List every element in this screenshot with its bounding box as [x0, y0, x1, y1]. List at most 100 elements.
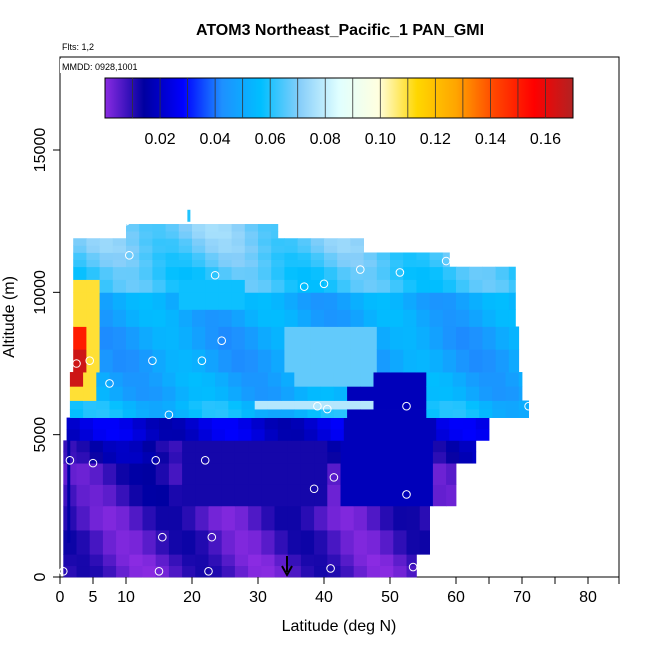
heatmap-cell	[347, 372, 361, 387]
heatmap-cell	[205, 259, 219, 268]
heatmap-cell	[376, 252, 391, 260]
heatmap-cell	[419, 440, 434, 453]
heatmap-cell	[86, 292, 100, 310]
y-axis-label: Altitude (m)	[1, 276, 18, 358]
data-point	[402, 490, 411, 499]
heatmap-cell	[139, 231, 153, 239]
heatmap-cell	[205, 245, 219, 253]
heatmap-cell	[251, 428, 265, 441]
data-point	[210, 270, 220, 280]
heatmap-cell	[287, 554, 302, 567]
heatmap-cell	[416, 279, 430, 293]
heatmap-cell	[518, 372, 523, 387]
heatmap-cell	[436, 428, 450, 441]
heatmap-cell	[116, 554, 130, 567]
heatmap-cell	[271, 326, 285, 350]
heatmap-cell	[182, 451, 196, 464]
heatmap-cell	[238, 428, 252, 441]
heatmap-cell	[281, 400, 295, 410]
heatmap-cell	[469, 279, 483, 293]
heatmap-cell	[406, 565, 417, 578]
heatmap-cell	[300, 463, 315, 485]
heatmap-cell	[396, 417, 411, 430]
y-tick-label: 10000	[32, 270, 49, 315]
heatmap-cell	[390, 326, 404, 350]
heatmap-cell	[182, 463, 196, 485]
heatmap-cell	[218, 252, 232, 260]
heatmap-cell	[442, 259, 450, 268]
heatmap-cell	[271, 231, 279, 239]
heatmap-cell	[314, 440, 328, 453]
heatmap-cell	[205, 309, 219, 327]
heatmap-cell	[366, 565, 381, 578]
heatmap-cell	[195, 440, 209, 453]
x-tick-label: 20	[183, 589, 201, 606]
heatmap-cell	[139, 245, 153, 253]
heatmap-cell	[89, 530, 104, 555]
colorbar-ticks: 0.02 0.04 0.06 0.08 0.10 0.12 0.14 0.16	[132, 78, 561, 148]
heatmap-cell	[218, 259, 232, 268]
heatmap-cell	[178, 224, 193, 232]
data-point	[88, 458, 98, 468]
heatmap-cell	[363, 259, 378, 268]
heatmap-cell	[492, 409, 506, 418]
heatmap-cell	[317, 428, 331, 441]
heatmap-cell	[248, 565, 262, 578]
heatmap-cell	[376, 309, 391, 327]
heatmap-cell	[475, 417, 490, 430]
heatmap-cell	[297, 245, 312, 253]
heatmap-cell	[168, 463, 183, 485]
heatmap-cell	[149, 409, 163, 418]
heatmap-cell	[363, 349, 378, 373]
heatmap-cell	[456, 279, 470, 293]
heatmap-cell	[152, 279, 166, 293]
heatmap-cell	[360, 372, 374, 387]
heatmap-cell	[294, 409, 308, 418]
heatmap-cell	[482, 279, 496, 293]
heatmap-cell	[86, 266, 100, 280]
heatmap-cell	[324, 309, 338, 327]
heatmap-cell	[234, 484, 249, 507]
heatmap-cell	[178, 292, 193, 310]
heatmap-cell	[251, 417, 265, 430]
heatmap-cell	[195, 463, 209, 485]
heatmap-cell	[178, 231, 193, 239]
heatmap-cell	[135, 400, 150, 410]
heatmap-cell	[149, 400, 163, 410]
data-point	[164, 410, 174, 420]
heatmap-cell	[297, 309, 312, 327]
heatmap-cell	[324, 245, 338, 253]
heatmap-cell	[508, 349, 520, 373]
heatmap-cell	[96, 409, 110, 418]
heatmap-cell	[192, 238, 206, 246]
heatmap-cell	[284, 326, 298, 350]
heatmap-cell	[393, 530, 407, 555]
heatmap-cell	[409, 417, 424, 430]
heatmap-cell	[423, 428, 437, 441]
heatmap-cell	[324, 349, 338, 373]
heatmap-cell	[353, 440, 368, 453]
heatmap-cell	[142, 530, 157, 555]
heatmap-cell	[505, 372, 520, 387]
x-axis-label: Latitude (deg N)	[282, 618, 397, 635]
heatmap-cell	[99, 245, 114, 253]
colorbar-tick-label: 0.10	[365, 131, 396, 148]
heatmap-cell	[69, 386, 84, 401]
heatmap-cell	[479, 386, 493, 401]
heatmap-cell	[258, 266, 272, 280]
heatmap-cell	[343, 417, 358, 430]
heatmap-cell	[258, 292, 272, 310]
y-axis: 0 5000 10000 15000	[32, 128, 60, 581]
x-tick-label: 80	[579, 589, 597, 606]
heatmap-cell	[126, 349, 140, 373]
heatmap-cell	[267, 372, 282, 387]
heatmap-cell	[258, 309, 272, 327]
heatmap-cell	[231, 309, 246, 327]
heatmap-cell	[208, 565, 223, 578]
heatmap-cell	[304, 417, 318, 430]
heatmap-cell	[152, 292, 166, 310]
heatmap-cell	[126, 259, 140, 268]
colorbar-tick-label: 0.02	[144, 131, 175, 148]
heatmap-cell	[353, 451, 368, 464]
